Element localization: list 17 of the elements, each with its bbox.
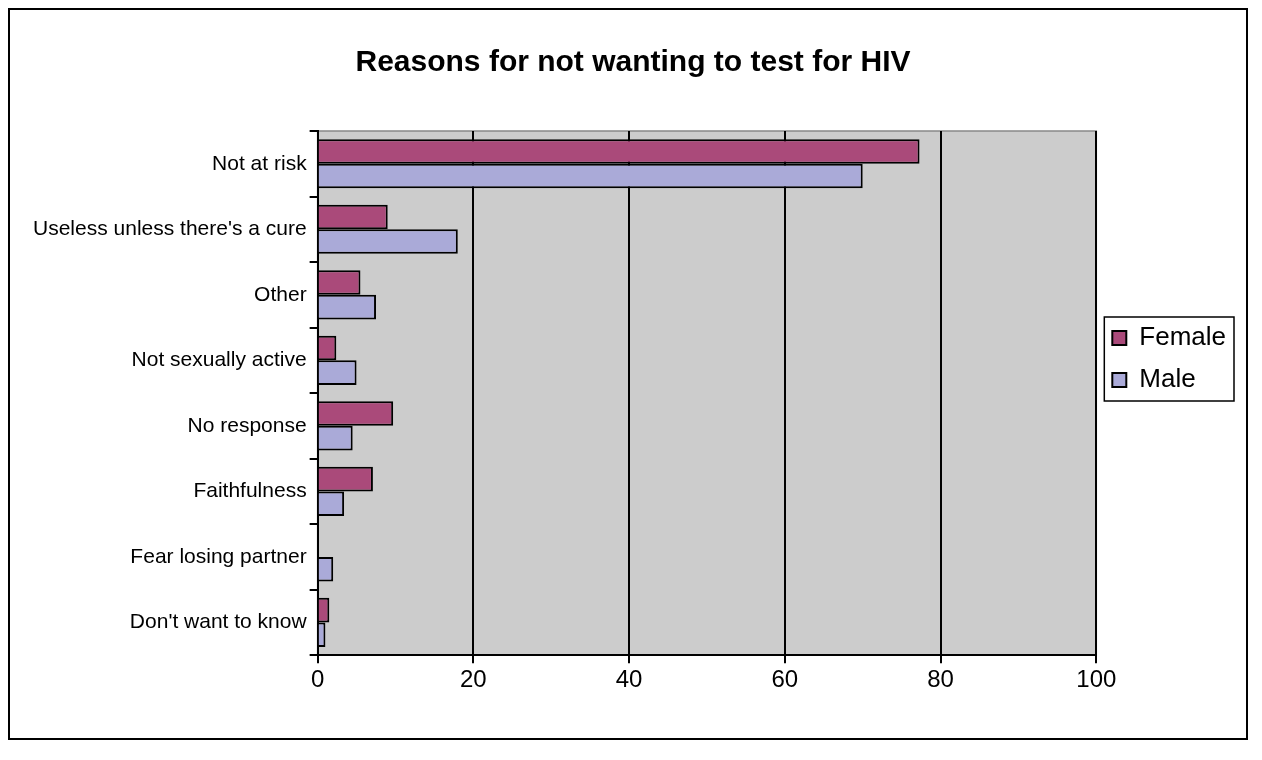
chart-title: Reasons for not wanting to test for HIV — [355, 44, 911, 78]
y-tick-label: Other — [254, 281, 307, 305]
legend-label: Female — [1139, 321, 1227, 352]
x-tick-label: 40 — [615, 665, 643, 693]
y-tick-label: Faithfulness — [193, 478, 307, 502]
y-tick-label: Don't want to know — [129, 609, 308, 633]
y-tick-label: Not sexually active — [131, 347, 307, 371]
y-tick-label: No response — [187, 412, 307, 436]
y-tick-label: Not at risk — [212, 150, 308, 174]
y-tick-label: Useless unless there's a cure — [33, 216, 307, 240]
x-tick-label: 0 — [310, 665, 325, 693]
x-tick-label: 20 — [460, 665, 487, 693]
x-tick-label: 100 — [1076, 665, 1117, 693]
legend-label: Male — [1139, 363, 1196, 394]
x-tick-label: 60 — [771, 665, 799, 693]
y-tick-label: Fear losing partner — [130, 543, 307, 567]
x-tick-label: 80 — [927, 665, 954, 693]
